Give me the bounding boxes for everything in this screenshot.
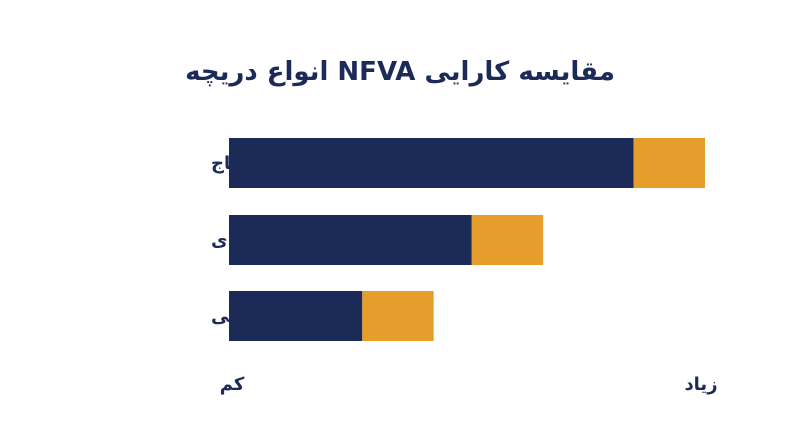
category-label-2: دریچه جعبه‌ای — [211, 230, 332, 251]
category-label-1: دریچه تاج — [211, 153, 294, 174]
bar-2-segment-2 — [471, 215, 544, 265]
category-labels: دریچه تاج دریچه جعبه‌ای دریچه شیروانی — [211, 153, 346, 327]
bar-3-segment-2 — [362, 291, 434, 341]
x-axis-end-label: زیاد — [684, 374, 717, 395]
bar-3-segment-1 — [229, 291, 363, 341]
chart-title: مقایسه کارایی NFVA انواع دریچه — [185, 57, 615, 87]
x-axis-start-label: کم — [220, 374, 245, 395]
category-label-3: دریچه شیروانی — [211, 306, 346, 327]
bar-1-segment-1 — [229, 138, 634, 188]
bar-1-segment-2 — [633, 138, 705, 188]
bar-2-segment-1 — [229, 215, 472, 265]
bars-layer — [229, 138, 705, 341]
